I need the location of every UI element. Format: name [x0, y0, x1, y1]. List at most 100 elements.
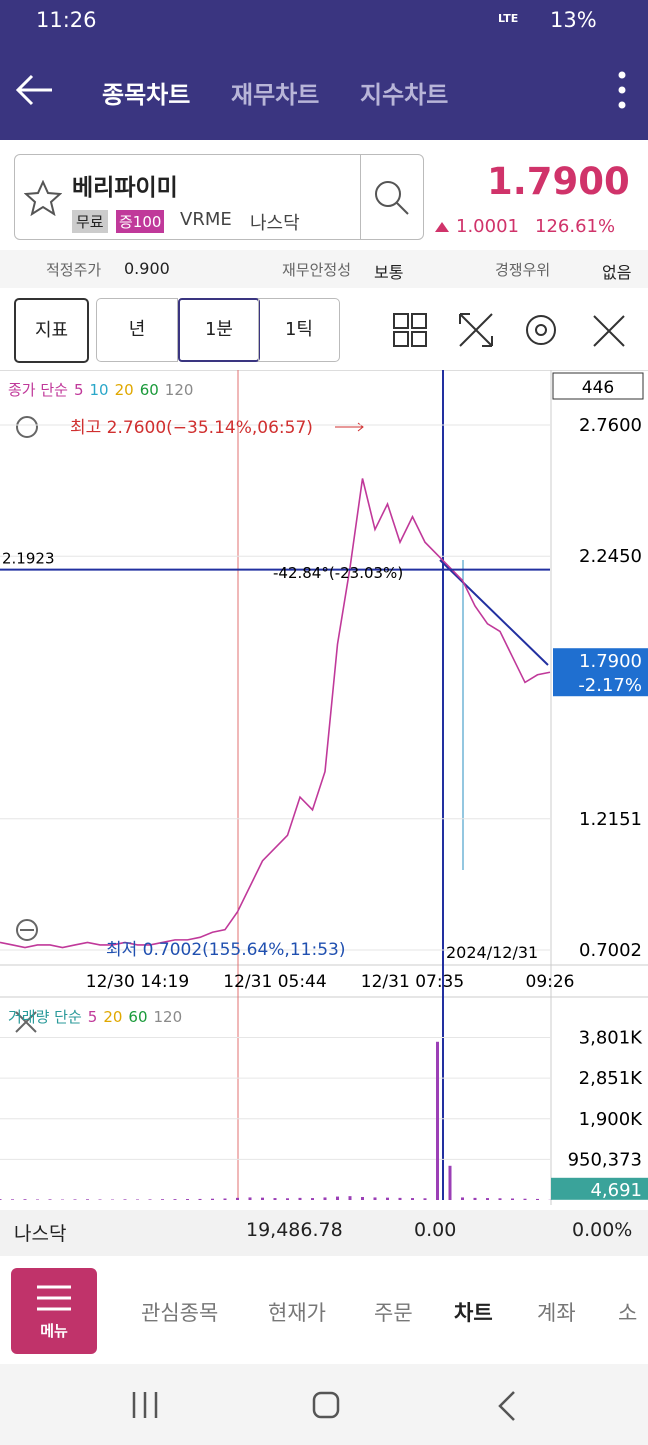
search-icon: [375, 181, 409, 215]
legend-item: 20: [115, 381, 134, 399]
legend-item: 10: [90, 381, 109, 399]
low-label: 최저 0.7002(155.64%,11:53): [106, 940, 345, 960]
volume-bar: [123, 1199, 127, 1200]
menu-button[interactable]: 메뉴: [11, 1268, 97, 1354]
period-button[interactable]: 1분: [178, 298, 260, 362]
volume-bar: [48, 1199, 52, 1200]
info-label: 경쟁우위: [495, 261, 551, 279]
menu-label: 메뉴: [40, 1322, 68, 1340]
y-tick-label: 2,851K: [579, 1068, 644, 1089]
volume-bar: [98, 1199, 102, 1200]
favorite-star[interactable]: [24, 180, 62, 216]
volume-bar: [148, 1199, 152, 1200]
bottom-nav: [0, 1256, 648, 1364]
x-tick-label: 12/31 05:44: [223, 972, 326, 992]
current-volume: 4,691: [590, 1180, 642, 1201]
volume-bar: [286, 1198, 289, 1200]
volume-bar: [136, 1199, 139, 1200]
info-value: 0.900: [124, 259, 170, 278]
volume-bar: [336, 1196, 339, 1200]
volume-bar: [423, 1198, 427, 1200]
info-value: 없음: [602, 263, 632, 282]
volume-bar: [373, 1197, 377, 1200]
volume-bar: [361, 1197, 364, 1200]
y-tick-label: 3,801K: [579, 1027, 644, 1048]
legend-title: 거래량 단순: [8, 1008, 82, 1026]
legend-item: 20: [103, 1008, 122, 1026]
index-bar: [0, 1210, 648, 1256]
volume-bar: [261, 1197, 264, 1200]
nav-item[interactable]: 계좌: [537, 1301, 576, 1325]
volume-bar: [498, 1198, 502, 1200]
volume-bar: [323, 1197, 327, 1200]
tab[interactable]: 종목차트: [102, 81, 191, 109]
y-tick-label: 2.7600: [579, 415, 642, 436]
menu-icon: [37, 1285, 71, 1311]
volume-bar: [211, 1198, 214, 1200]
back-button[interactable]: [14, 72, 56, 108]
change: 1.0001: [456, 216, 519, 237]
legend-item: 5: [88, 1008, 98, 1026]
y-tick-label: 2.2450: [579, 546, 642, 567]
nav-item[interactable]: 소: [618, 1301, 638, 1325]
index-name: 나스닥: [14, 1223, 67, 1245]
stock-box[interactable]: [14, 154, 424, 240]
chart-tools[interactable]: [390, 310, 640, 350]
y-tick-label: 1.2151: [579, 809, 642, 830]
index-value: 19,486.78: [246, 1219, 343, 1241]
price-line: [0, 478, 551, 949]
period-button[interactable]: 1틱: [258, 298, 340, 362]
search-button[interactable]: [360, 154, 423, 240]
current-price: 1.7900: [579, 651, 642, 672]
volume-bar: [11, 1199, 14, 1200]
legend-item: 5: [74, 381, 84, 399]
tab[interactable]: 재무차트: [231, 81, 320, 109]
info-label: 재무안정성: [282, 261, 352, 279]
volume-bar: [173, 1199, 177, 1200]
volume-bar: [223, 1198, 227, 1200]
volume-bar: [523, 1198, 527, 1200]
date-label: 2024/12/31: [446, 943, 538, 962]
up-arrow: [435, 222, 449, 232]
crosshair-label: 2.1923: [2, 550, 55, 568]
x-tick-label: 12/31 07:35: [361, 972, 464, 992]
index-change-pct: 0.00%: [572, 1219, 633, 1241]
y-tick-label: 950,373: [568, 1149, 642, 1170]
x-tick-label: 09:26: [526, 972, 575, 992]
nav-item[interactable]: 현재가: [268, 1301, 326, 1325]
current-tag: [551, 1177, 648, 1200]
legend-item: 60: [128, 1008, 147, 1026]
legend-item: 60: [140, 381, 159, 399]
system-nav: [0, 1364, 648, 1445]
legend-title: 종가 단순: [8, 381, 68, 399]
x-tick-label: 12/30 14:19: [86, 972, 189, 992]
current-change: -2.17%: [578, 675, 642, 696]
chart-area: 0.7002 1.2151 2.2450 2.7600 12/30 14:19 12/31…: [0, 370, 648, 1205]
volume-bar: [448, 1165, 452, 1200]
info-value: 보통: [374, 263, 404, 282]
indicator-button[interactable]: 지표: [14, 298, 89, 363]
volume-bar: [298, 1197, 302, 1200]
network: LTE: [498, 12, 519, 25]
volume-bar: [311, 1198, 314, 1200]
system-buttons[interactable]: [120, 1388, 530, 1424]
high-label: 최고 2.7600(−35.14%,06:57): [70, 418, 313, 438]
clock: 11:26: [36, 8, 97, 32]
info-bar: [0, 250, 648, 288]
y-tick-label: 0.7002: [579, 940, 642, 961]
tab[interactable]: 지수차트: [360, 81, 449, 109]
volume-bar: [473, 1197, 477, 1200]
nav-item[interactable]: 차트: [454, 1301, 493, 1325]
volume-bar: [236, 1197, 239, 1200]
volume-bar: [536, 1198, 539, 1200]
volume-bar: [73, 1199, 77, 1200]
period-button[interactable]: 년: [96, 298, 178, 362]
nav-item[interactable]: 관심종목: [141, 1301, 219, 1325]
current-tag: [553, 648, 648, 697]
more-button[interactable]: [612, 70, 632, 110]
change-pct: 126.61%: [535, 216, 616, 237]
volume-bar: [248, 1197, 252, 1200]
volume-bar: [398, 1197, 402, 1200]
nav-item[interactable]: 주문: [374, 1301, 413, 1325]
volume-bar: [273, 1198, 277, 1200]
